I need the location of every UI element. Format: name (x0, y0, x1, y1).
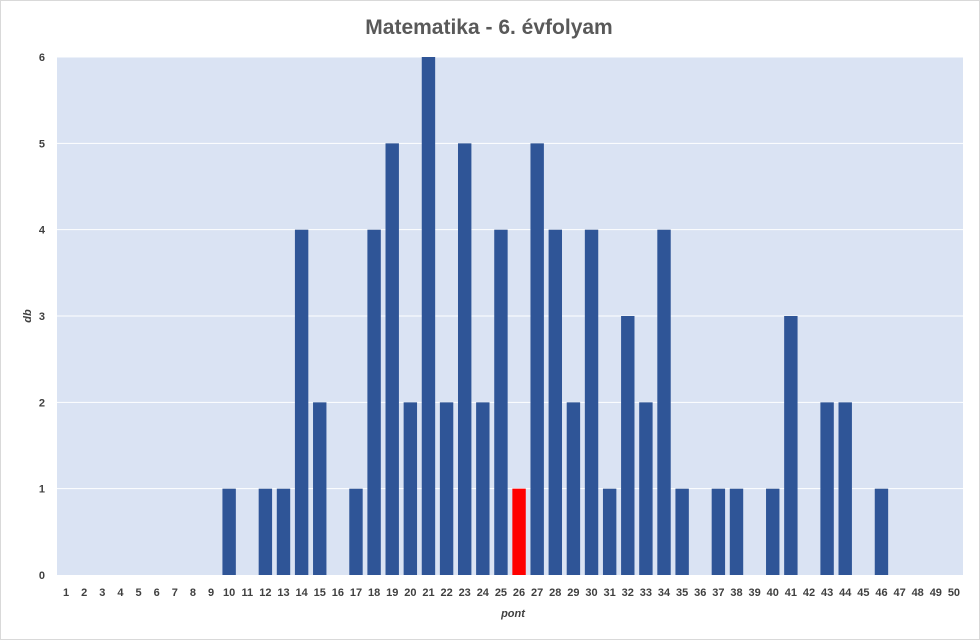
x-tick-label: 45 (857, 587, 869, 599)
y-axis-ticks: 0 1 2 3 4 5 6 (39, 52, 46, 582)
bar-highlighted (512, 488, 526, 575)
chart-title: Matematika - 6. évfolyam (365, 16, 612, 39)
x-tick-label: 15 (314, 587, 326, 599)
bar (820, 402, 834, 575)
x-tick-label: 13 (277, 587, 289, 599)
x-tick-label: 40 (767, 587, 779, 599)
bar (439, 402, 454, 575)
x-axis-label: pont (500, 608, 526, 620)
bar (838, 402, 852, 575)
x-tick-label: 5 (135, 587, 141, 599)
x-tick-label: 1 (63, 587, 69, 599)
bar (584, 229, 599, 575)
x-tick-label: 39 (748, 587, 760, 599)
bar (784, 316, 798, 575)
x-tick-label: 8 (190, 587, 196, 599)
x-tick-label: 4 (117, 587, 124, 599)
x-tick-label: 25 (495, 587, 507, 599)
x-tick-label: 49 (930, 587, 942, 599)
x-tick-label: 47 (893, 587, 905, 599)
x-tick-label: 41 (785, 587, 797, 599)
x-tick-label: 9 (208, 587, 214, 599)
bar (548, 229, 563, 575)
x-tick-label: 30 (585, 587, 597, 599)
y-tick-label: 6 (39, 52, 45, 64)
y-tick-label: 4 (39, 225, 46, 237)
bar (566, 402, 581, 575)
y-tick-label: 5 (39, 138, 45, 150)
x-tick-label: 20 (404, 587, 416, 599)
bar (385, 143, 399, 576)
x-axis-ticks: 1 2 3 4 5 6 7 8 9 10 11 12 13 14 15 16 17 18 19 20 21 22 23 24 2… (63, 587, 960, 599)
bars (222, 57, 889, 576)
x-tick-label: 46 (875, 587, 887, 599)
x-tick-label: 18 (368, 587, 380, 599)
x-tick-label: 10 (223, 587, 235, 599)
x-tick-label: 36 (694, 587, 706, 599)
x-tick-label: 42 (803, 587, 815, 599)
x-tick-label: 32 (622, 587, 634, 599)
gridlines (57, 56, 963, 490)
y-tick-label: 3 (39, 311, 45, 323)
x-tick-label: 22 (440, 587, 452, 599)
y-tick-label: 1 (39, 484, 45, 496)
bar (403, 402, 418, 575)
bar (313, 402, 327, 575)
bar (729, 488, 744, 575)
y-tick-label: 2 (39, 397, 45, 409)
bar (222, 488, 236, 575)
x-tick-label: 33 (640, 587, 652, 599)
x-tick-label: 35 (676, 587, 688, 599)
bar (711, 488, 726, 575)
x-tick-label: 3 (99, 587, 105, 599)
bar (258, 488, 273, 575)
x-tick-label: 34 (658, 587, 671, 599)
bar (421, 57, 436, 575)
x-tick-label: 43 (821, 587, 833, 599)
bar (530, 143, 544, 576)
x-tick-label: 38 (730, 587, 742, 599)
x-tick-label: 12 (259, 587, 271, 599)
x-tick-label: 27 (531, 587, 543, 599)
bar (874, 488, 889, 575)
x-tick-label: 6 (154, 587, 160, 599)
x-tick-label: 28 (549, 587, 561, 599)
x-tick-label: 16 (332, 587, 344, 599)
bar (657, 229, 671, 575)
x-tick-label: 11 (241, 587, 253, 599)
bar (621, 316, 635, 575)
bar (349, 488, 363, 575)
x-tick-label: 31 (604, 587, 616, 599)
x-tick-label: 29 (567, 587, 579, 599)
x-tick-label: 48 (912, 587, 924, 599)
bar (294, 229, 309, 575)
bar (639, 402, 653, 575)
x-tick-label: 21 (422, 587, 434, 599)
x-tick-label: 37 (712, 587, 724, 599)
x-tick-label: 23 (459, 587, 471, 599)
bar (766, 488, 780, 575)
y-tick-label: 0 (39, 570, 45, 582)
x-tick-label: 19 (386, 587, 398, 599)
bar (494, 229, 508, 575)
x-tick-label: 24 (477, 587, 490, 599)
bar (602, 488, 617, 575)
bar (367, 229, 381, 575)
y-axis-label: db (22, 309, 34, 323)
x-tick-label: 50 (948, 587, 960, 599)
x-tick-label: 26 (513, 587, 525, 599)
x-tick-label: 2 (81, 587, 87, 599)
bar (675, 488, 689, 575)
bar (476, 402, 490, 575)
x-tick-label: 7 (172, 587, 178, 599)
x-tick-label: 14 (295, 587, 308, 599)
x-tick-label: 44 (839, 587, 852, 599)
x-tick-label: 17 (350, 587, 362, 599)
bar (457, 143, 472, 576)
bar (276, 488, 291, 575)
